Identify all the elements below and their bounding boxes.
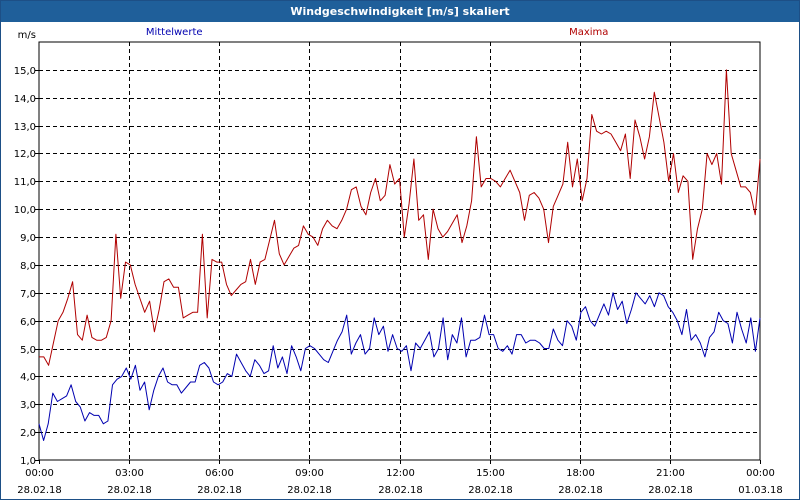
x-tick-date: 28.02.18 <box>558 485 603 496</box>
x-tick-date: 28.02.18 <box>378 485 423 496</box>
y-tick-label: 2,0 <box>20 428 36 439</box>
y-tick-label: 14,0 <box>14 94 36 105</box>
x-tick-time: 12:00 <box>386 468 415 479</box>
x-tick-date: 28.02.18 <box>468 485 513 496</box>
y-tick-label: 9,0 <box>20 233 36 244</box>
y-tick-label: 11,0 <box>14 177 36 188</box>
x-tick-date: 28.02.18 <box>17 485 62 496</box>
y-tick-label: 1,0 <box>20 456 36 467</box>
legend-maxima: Maxima <box>569 27 608 38</box>
chart-svg: 1,0 2,0 3,0 4,0 5,0 6,0 7,0 8,0 9,0 10,0 11,0 12,0 1… <box>14 27 783 496</box>
x-tick-time: 00:00 <box>746 468 775 479</box>
plot-frame <box>38 41 761 461</box>
x-tick-time: 15:00 <box>476 468 505 479</box>
y-tick-label: 4,0 <box>20 372 36 383</box>
x-tick-time: 09:00 <box>295 468 324 479</box>
window-title: Windgeschwindigkeit [m/s] skaliert <box>1 1 799 22</box>
x-tick-time: 21:00 <box>656 468 685 479</box>
series-line-maxima <box>39 69 761 366</box>
y-tick-label: 12,0 <box>14 149 36 160</box>
legend-mittelwerte: Mittelwerte <box>146 27 203 38</box>
x-tick-date: 28.02.18 <box>648 485 693 496</box>
y-tick-label: 8,0 <box>20 261 36 272</box>
y-tick-label: 3,0 <box>20 400 36 411</box>
y-tick-label: 15,0 <box>14 66 36 77</box>
x-tick-time: 18:00 <box>566 468 595 479</box>
y-tick-label: 6,0 <box>20 317 36 328</box>
y-tick-label: 13,0 <box>14 122 36 133</box>
x-tick-date: 28.02.18 <box>197 485 242 496</box>
x-tick-time: 06:00 <box>205 468 234 479</box>
x-tick-date: 01.03.18 <box>738 485 783 496</box>
x-tick-date: 28.02.18 <box>287 485 332 496</box>
x-tick-time: 03:00 <box>115 468 144 479</box>
x-tick-time: 00:00 <box>25 468 54 479</box>
y-tick-label: 5,0 <box>20 345 36 356</box>
y-tick-label: 7,0 <box>20 289 36 300</box>
x-tick-date: 28.02.18 <box>107 485 152 496</box>
y-axis-label: m/s <box>18 30 36 41</box>
series-line-mittelwerte <box>38 292 761 441</box>
y-tick-label: 10,0 <box>14 205 36 216</box>
